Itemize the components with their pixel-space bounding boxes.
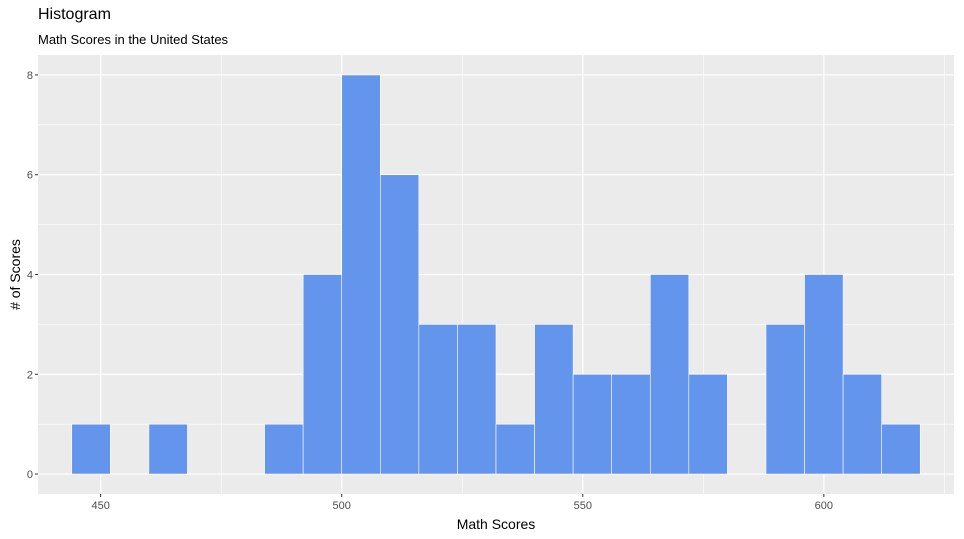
histogram-bar: [611, 373, 651, 475]
histogram-bar: [842, 373, 882, 475]
x-tick-label: 600: [815, 500, 833, 512]
histogram-bar: [264, 423, 304, 475]
histogram-bar: [302, 274, 343, 475]
y-tick-label: 2: [27, 369, 33, 381]
x-tick-label: 500: [333, 500, 351, 512]
y-tick-label: 8: [27, 70, 33, 82]
histogram-bar: [572, 373, 613, 475]
histogram-bar: [649, 274, 690, 475]
histogram-bar: [379, 174, 420, 475]
y-tick-label: 4: [27, 270, 33, 282]
histogram-bar: [804, 274, 844, 475]
histogram-bar: [418, 324, 458, 475]
histogram-bar: [765, 324, 805, 475]
histogram-bar: [71, 423, 111, 475]
chart-subtitle: Math Scores in the United States: [38, 32, 229, 47]
histogram-bar: [341, 74, 381, 475]
x-axis: 450 500 550 600: [91, 494, 833, 512]
x-axis-title: Math Scores: [457, 516, 536, 532]
histogram-bar: [881, 423, 921, 475]
y-axis-title: # of Scores: [7, 239, 23, 310]
y-axis: 0 2 4 6 8: [27, 70, 38, 481]
x-tick-label: 450: [91, 500, 109, 512]
histogram-bar: [534, 324, 574, 475]
x-tick-label: 550: [574, 500, 592, 512]
histogram-bars: [71, 74, 921, 475]
y-tick-label: 6: [27, 170, 33, 182]
histogram-bar: [457, 324, 497, 475]
y-tick-label: 0: [27, 469, 33, 481]
histogram-bar: [688, 373, 728, 475]
chart-title: Histogram: [38, 6, 111, 23]
histogram-bar: [495, 423, 535, 475]
histogram-bar: [148, 423, 188, 475]
